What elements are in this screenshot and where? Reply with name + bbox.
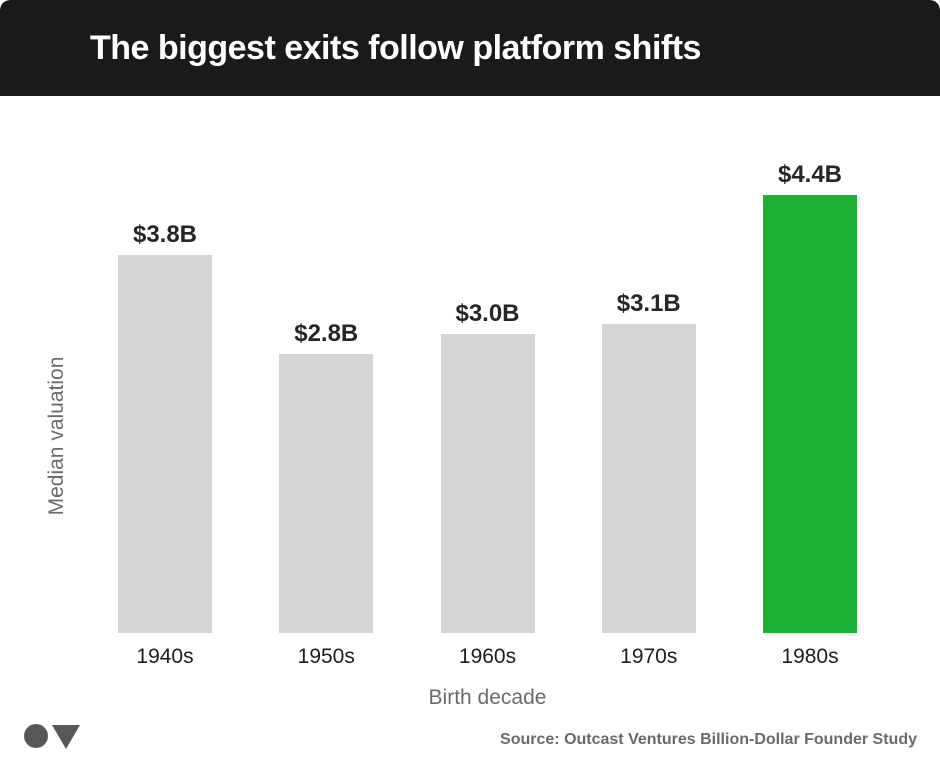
triangle-down-icon (52, 725, 80, 749)
bar-group: $3.0B 1960s (440, 195, 535, 668)
chart-title: The biggest exits follow platform shifts (90, 28, 701, 67)
bar-1950s (279, 354, 374, 633)
y-axis-label: Median valuation (45, 356, 68, 516)
bar-1960s (440, 334, 535, 633)
bar-value-label: $2.8B (294, 320, 359, 348)
header-bar: The biggest exits follow platform shifts (0, 0, 940, 96)
bar-1940s (118, 254, 212, 633)
source-credit: Source: Outcast Ventures Billion-Dollar … (500, 731, 917, 748)
plot-area: $3.8B 1940s $2.8B 1950s $3.0B 1960s $3.1B 1970s… (118, 161, 857, 668)
bar-1980s (763, 195, 857, 633)
x-tick-label: 1970s (620, 645, 678, 668)
x-axis-title: Birth decade (428, 686, 547, 709)
x-tick-label: 1980s (781, 645, 839, 668)
bar-group: $3.1B 1970s (601, 195, 696, 668)
bar-group: $2.8B 1950s (279, 195, 374, 668)
bar-value-label: $3.0B (455, 300, 520, 328)
circle-icon (24, 724, 48, 748)
bar-value-label: $3.1B (616, 290, 681, 318)
logo (24, 724, 82, 750)
bar-1970s (601, 324, 696, 633)
bar-value-label: $4.4B (777, 161, 843, 188)
x-tick-label: 1940s (136, 645, 194, 668)
x-tick-label: 1960s (458, 645, 517, 668)
bar-value-label: $3.8B (132, 220, 198, 248)
bar-group: $4.4B 1980s (763, 161, 857, 668)
x-tick-label: 1950s (297, 645, 355, 668)
bar-group: $3.8B 1940s (118, 195, 212, 668)
